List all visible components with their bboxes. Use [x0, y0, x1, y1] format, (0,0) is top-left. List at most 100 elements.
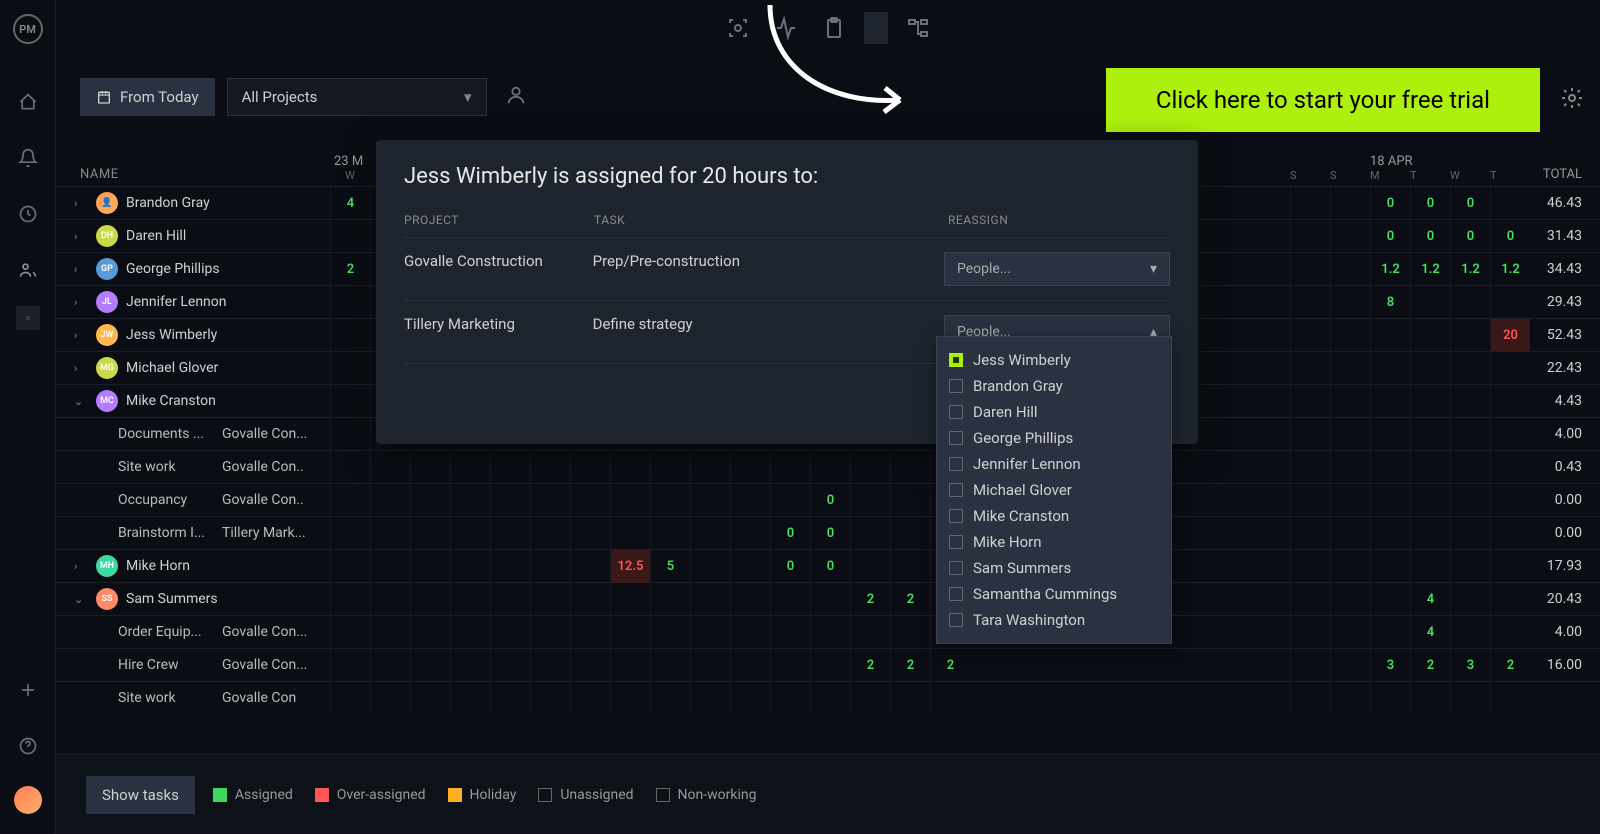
- hour-cell[interactable]: [1410, 352, 1450, 385]
- person-name-cell[interactable]: › JL Jennifer Lennon: [56, 291, 330, 313]
- checkbox[interactable]: [949, 613, 963, 627]
- hour-cell[interactable]: [450, 550, 490, 583]
- hour-cell[interactable]: [370, 517, 410, 550]
- hour-cell[interactable]: [1370, 616, 1410, 649]
- hour-cell[interactable]: [1410, 286, 1450, 319]
- hour-cell[interactable]: [490, 682, 530, 715]
- hour-cell[interactable]: [570, 616, 610, 649]
- hour-cell[interactable]: [610, 616, 650, 649]
- checkbox[interactable]: [949, 379, 963, 393]
- hour-cell[interactable]: 2: [330, 253, 370, 286]
- hour-cell[interactable]: 2: [1490, 649, 1530, 682]
- hour-cell[interactable]: [1490, 550, 1530, 583]
- hour-cell[interactable]: [450, 682, 490, 715]
- hour-cell[interactable]: [570, 550, 610, 583]
- hour-cell[interactable]: [490, 484, 530, 517]
- hour-cell[interactable]: 0: [810, 550, 850, 583]
- hour-cell[interactable]: [1450, 451, 1490, 484]
- hour-cell[interactable]: [1290, 187, 1330, 220]
- hour-cell[interactable]: [1330, 319, 1370, 352]
- task-name-cell[interactable]: Hire Crew Govalle Con...: [56, 657, 330, 673]
- hour-cell[interactable]: [610, 517, 650, 550]
- hour-cell[interactable]: [730, 649, 770, 682]
- hour-cell[interactable]: [330, 583, 370, 616]
- hour-cell[interactable]: [1490, 418, 1530, 451]
- hour-cell[interactable]: [1450, 517, 1490, 550]
- hour-cell[interactable]: [490, 451, 530, 484]
- checkbox[interactable]: [949, 535, 963, 549]
- hour-cell[interactable]: [490, 649, 530, 682]
- person-name-cell[interactable]: › 👤 Brandon Gray: [56, 192, 330, 214]
- expand-chevron[interactable]: ›: [74, 197, 88, 210]
- hour-cell[interactable]: [370, 451, 410, 484]
- hour-cell[interactable]: [330, 319, 370, 352]
- hour-cell[interactable]: [370, 682, 410, 715]
- hour-cell[interactable]: [770, 682, 810, 715]
- hour-cell[interactable]: [850, 550, 890, 583]
- expand-chevron[interactable]: ⌄: [74, 593, 88, 606]
- hour-cell[interactable]: 2: [890, 649, 930, 682]
- hour-cell[interactable]: [730, 550, 770, 583]
- hour-cell[interactable]: [690, 484, 730, 517]
- hour-cell[interactable]: [370, 649, 410, 682]
- hour-cell[interactable]: [1290, 352, 1330, 385]
- hour-cell[interactable]: [730, 517, 770, 550]
- hour-cell[interactable]: [810, 451, 850, 484]
- hour-cell[interactable]: [1370, 682, 1410, 715]
- hour-cell[interactable]: [410, 550, 450, 583]
- hour-cell[interactable]: 3: [1370, 649, 1410, 682]
- hour-cell[interactable]: [1290, 451, 1330, 484]
- checkbox[interactable]: [949, 431, 963, 445]
- hour-cell[interactable]: [890, 682, 930, 715]
- hour-cell[interactable]: [410, 583, 450, 616]
- briefcase-icon[interactable]: [16, 306, 40, 330]
- hour-cell[interactable]: [570, 583, 610, 616]
- hour-cell[interactable]: [690, 451, 730, 484]
- cta-banner[interactable]: Click here to start your free trial: [1106, 68, 1540, 132]
- hour-cell[interactable]: [730, 616, 770, 649]
- hour-cell[interactable]: [1330, 418, 1370, 451]
- hour-cell[interactable]: [1490, 286, 1530, 319]
- checkbox[interactable]: [949, 405, 963, 419]
- hour-cell[interactable]: [1450, 583, 1490, 616]
- hour-cell[interactable]: [330, 286, 370, 319]
- task-name-cell[interactable]: Order Equip... Govalle Con...: [56, 624, 330, 640]
- hour-cell[interactable]: 0: [1410, 187, 1450, 220]
- hour-cell[interactable]: [450, 484, 490, 517]
- expand-chevron[interactable]: ›: [74, 296, 88, 309]
- hour-cell[interactable]: [1370, 583, 1410, 616]
- hour-cell[interactable]: [890, 484, 930, 517]
- hour-cell[interactable]: [1290, 385, 1330, 418]
- checkbox[interactable]: [949, 483, 963, 497]
- help-icon[interactable]: [16, 734, 40, 758]
- hour-cell[interactable]: [1450, 418, 1490, 451]
- hour-cell[interactable]: [890, 550, 930, 583]
- hour-cell[interactable]: [1370, 451, 1410, 484]
- hour-cell[interactable]: [690, 517, 730, 550]
- person-name-cell[interactable]: › MG Michael Glover: [56, 357, 330, 379]
- hour-cell[interactable]: [690, 682, 730, 715]
- dropdown-item[interactable]: Jennifer Lennon: [947, 451, 1161, 477]
- hour-cell[interactable]: [1450, 319, 1490, 352]
- person-name-cell[interactable]: › JW Jess Wimberly: [56, 324, 330, 346]
- dropdown-item[interactable]: George Phillips: [947, 425, 1161, 451]
- activity-icon[interactable]: [774, 16, 798, 40]
- hour-cell[interactable]: [530, 649, 570, 682]
- hour-cell[interactable]: [690, 550, 730, 583]
- show-tasks-button[interactable]: Show tasks: [86, 776, 195, 814]
- hour-cell[interactable]: [810, 583, 850, 616]
- checkbox[interactable]: [949, 457, 963, 471]
- hour-cell[interactable]: [410, 517, 450, 550]
- hour-cell[interactable]: 0: [1370, 220, 1410, 253]
- hour-cell[interactable]: [570, 451, 610, 484]
- link-icon[interactable]: [864, 12, 888, 44]
- person-name-cell[interactable]: ⌄ MC Mike Cranston: [56, 390, 330, 412]
- dropdown-item[interactable]: Brandon Gray: [947, 373, 1161, 399]
- hour-cell[interactable]: 4: [1410, 616, 1450, 649]
- hour-cell[interactable]: [1450, 385, 1490, 418]
- hour-cell[interactable]: [1290, 220, 1330, 253]
- hour-cell[interactable]: [650, 649, 690, 682]
- expand-chevron[interactable]: ›: [74, 230, 88, 243]
- hour-cell[interactable]: [330, 616, 370, 649]
- hour-cell[interactable]: [1330, 682, 1370, 715]
